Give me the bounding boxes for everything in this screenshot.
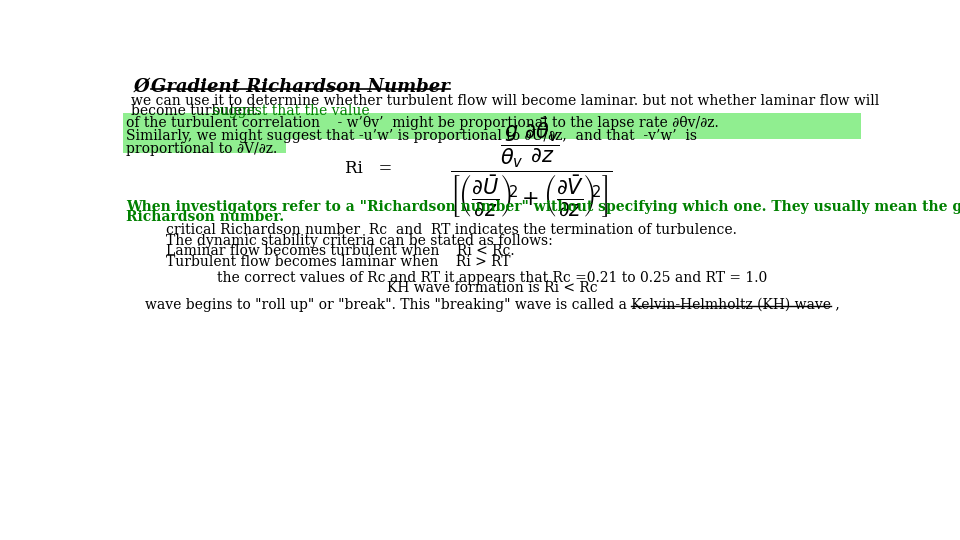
Text: Similarly, we might suggest that -u’w’ is proportional to ∂U/∂z,  and that  -v’w: Similarly, we might suggest that -u’w’ i… bbox=[126, 129, 697, 143]
Text: The dynamic stability criteria can be stated as follows:: The dynamic stability criteria can be st… bbox=[166, 234, 553, 248]
Text: of the turbulent correlation    - w’θv’  might be proportional to the lapse rate: of the turbulent correlation - w’θv’ mig… bbox=[126, 116, 719, 130]
Text: the correct values of Rc and RT it appears that Rc =0.21 to 0.25 and RT = 1.0: the correct values of Rc and RT it appea… bbox=[217, 271, 767, 285]
Text: critical Richardson number  Rc  and  RT indicates the termination of turbulence.: critical Richardson number Rc and RT ind… bbox=[166, 224, 737, 238]
Text: wave begins to "roll up" or "break". This "breaking" wave is called a Kelvin-Hel: wave begins to "roll up" or "break". Thi… bbox=[145, 298, 839, 312]
Text: $\dfrac{\dfrac{g}{\theta_v}\dfrac{\partial\bar{\theta}_v}{\partial z}}{\left[\le: $\dfrac{\dfrac{g}{\theta_v}\dfrac{\parti… bbox=[449, 117, 612, 220]
Text: Turbulent flow becomes laminar when    Ri > RT: Turbulent flow becomes laminar when Ri >… bbox=[166, 254, 511, 268]
Text: KH wave formation is Ri < Rc: KH wave formation is Ri < Rc bbox=[387, 281, 597, 295]
Text: Ø: Ø bbox=[134, 78, 162, 96]
Text: Richardson number.: Richardson number. bbox=[126, 210, 284, 224]
Text: become turbulent.: become turbulent. bbox=[131, 104, 261, 118]
Text: proportional to ∂V/∂z.: proportional to ∂V/∂z. bbox=[126, 142, 277, 156]
Text: Gradient Richardson Number: Gradient Richardson Number bbox=[151, 78, 449, 96]
Text: Ri   =: Ri = bbox=[345, 160, 392, 177]
Text: we can use it to determine whether turbulent flow will become laminar. but not w: we can use it to determine whether turbu… bbox=[131, 94, 879, 108]
FancyBboxPatch shape bbox=[123, 126, 861, 139]
Text: Laminar flow becomes turbulent when    Ri < Rc.: Laminar flow becomes turbulent when Ri <… bbox=[166, 244, 516, 258]
FancyBboxPatch shape bbox=[123, 139, 286, 153]
Text: suggest that the value: suggest that the value bbox=[207, 104, 370, 118]
Text: When investigators refer to a "Richardson number" without specifying which one. : When investigators refer to a "Richardso… bbox=[126, 200, 960, 213]
FancyBboxPatch shape bbox=[123, 112, 861, 126]
